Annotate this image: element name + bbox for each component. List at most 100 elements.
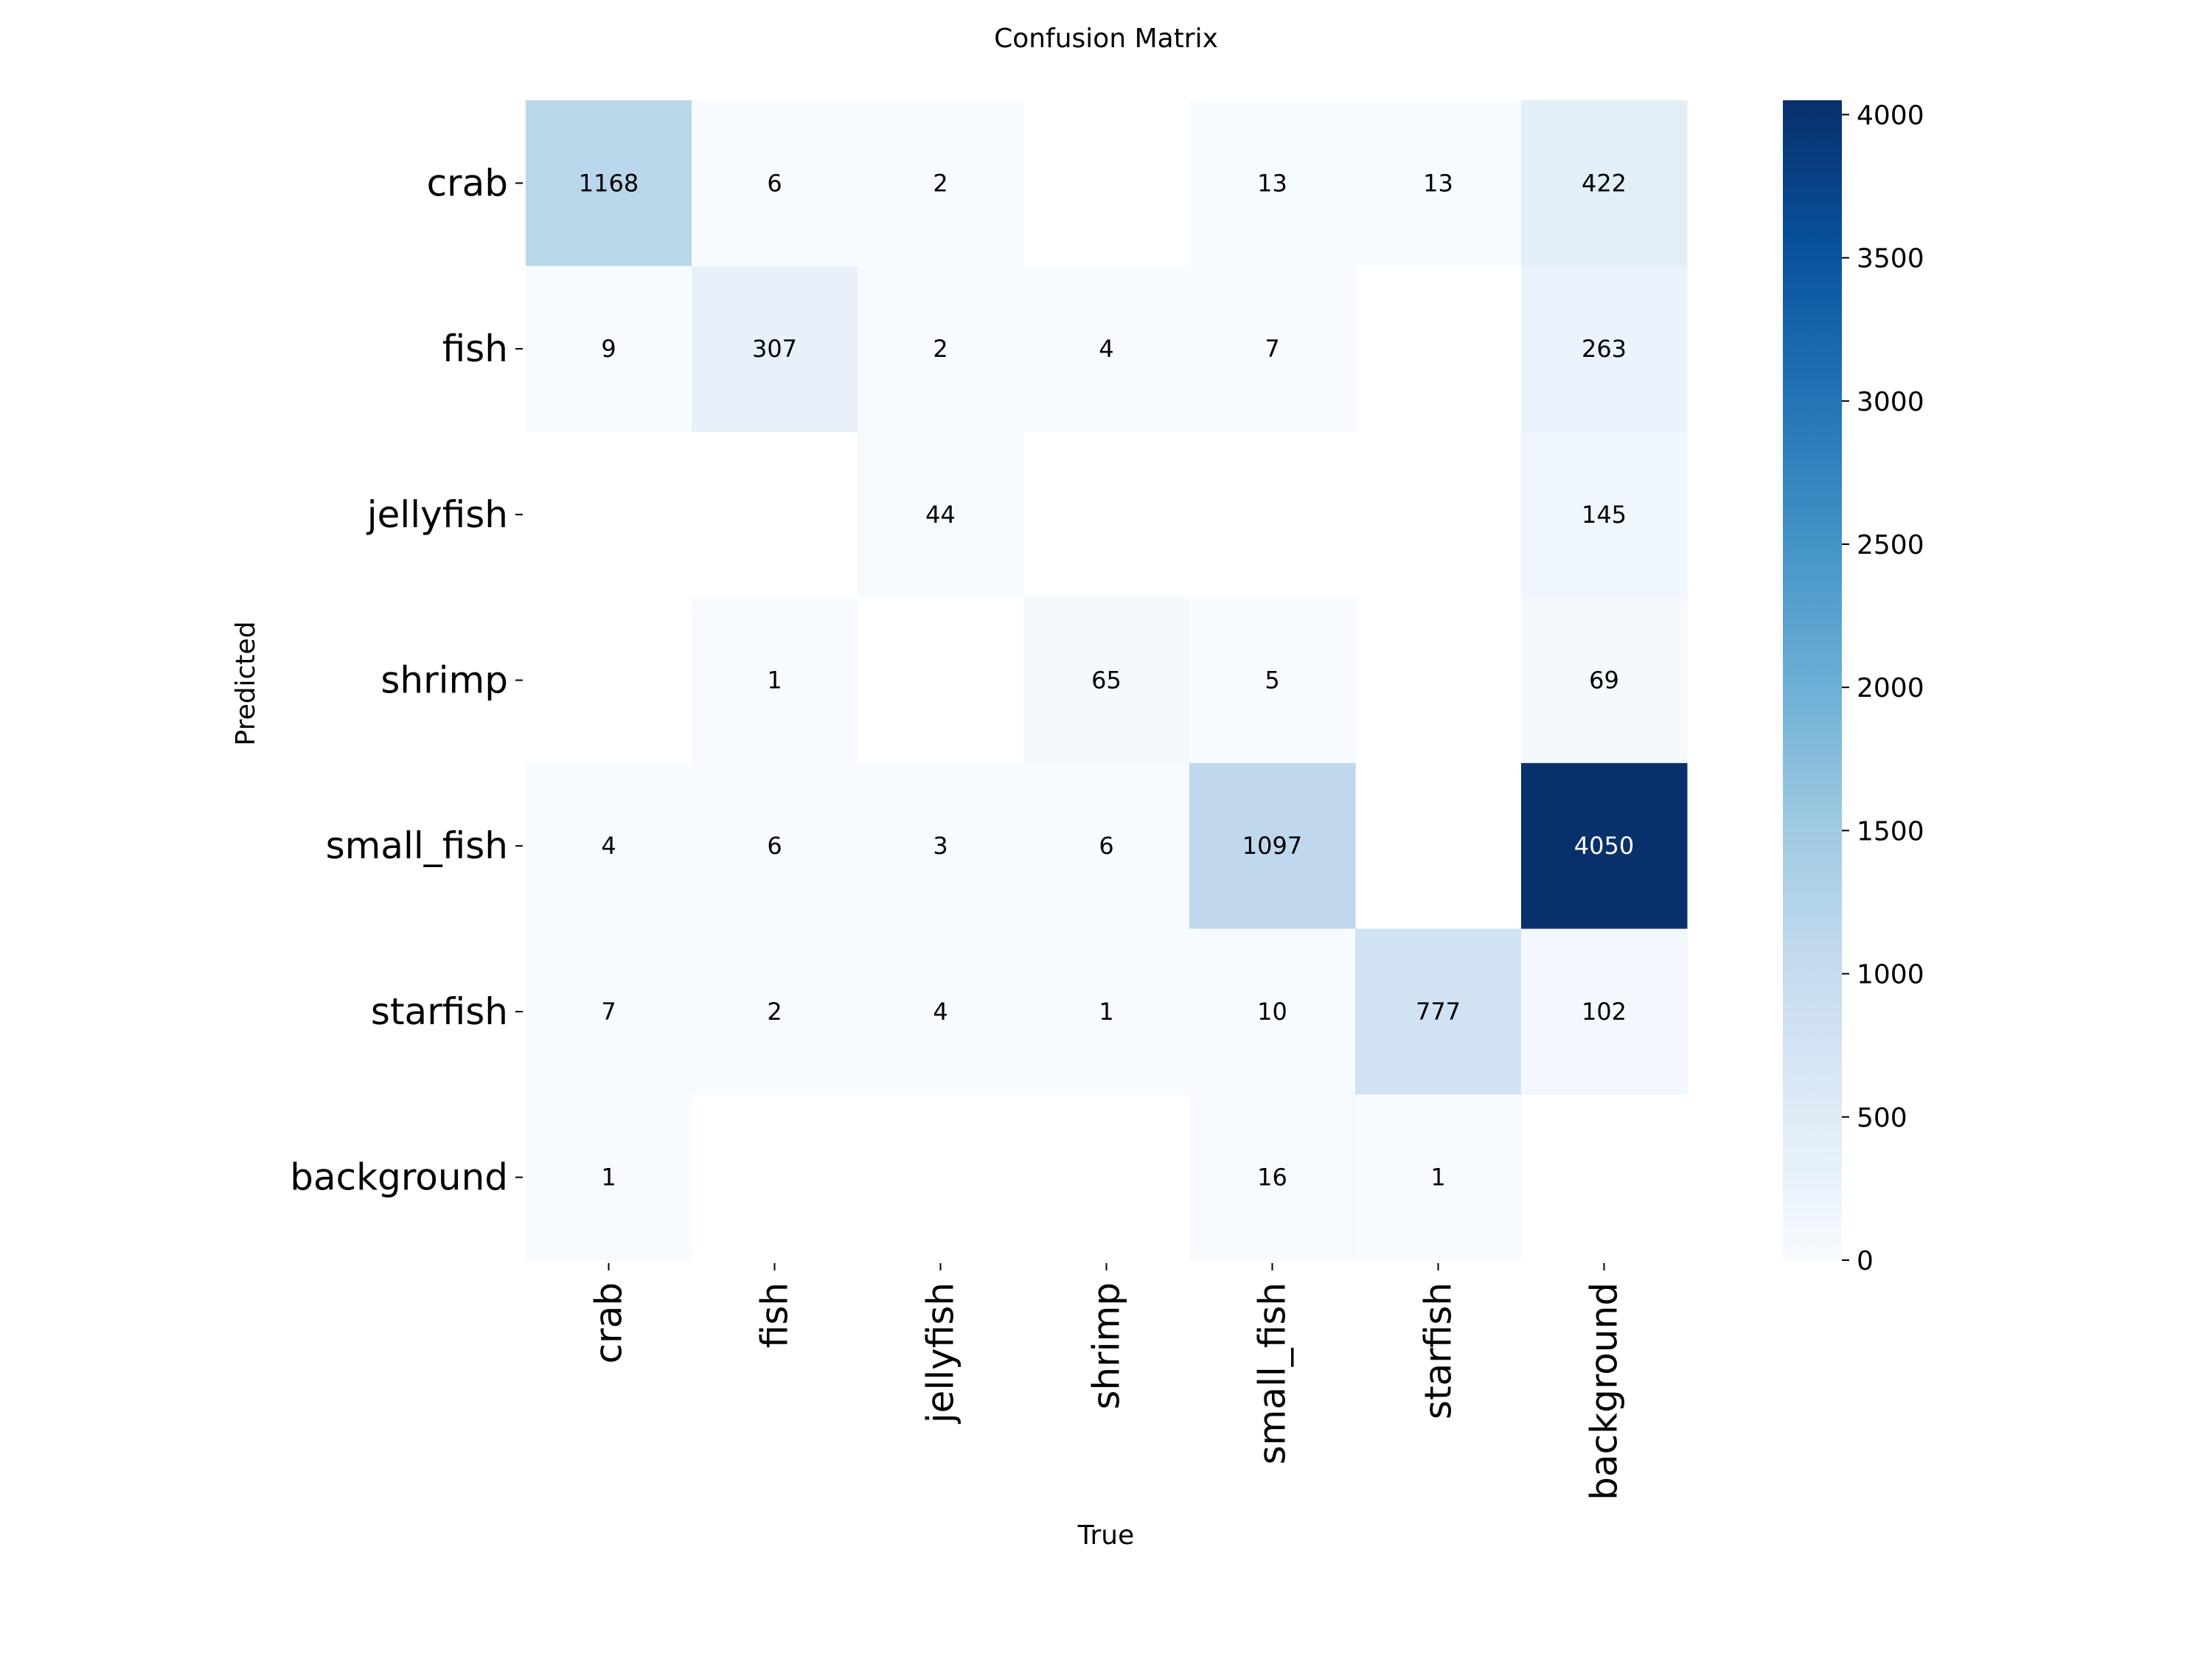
y-axis-label: Predicted (231, 622, 261, 746)
colorbar-tick-label: 2500 (1857, 530, 1924, 560)
cell-value-label: 422 (1582, 169, 1627, 197)
colorbar-tick-label: 2000 (1857, 673, 1924, 703)
cell-value-label: 13 (1257, 169, 1287, 197)
colorbar: 0 500 1000 1500 2000 2500 3000 3500 4000 (1783, 100, 1924, 1276)
heatmap-cell-small_fish-jellyfish (858, 762, 1024, 930)
x-tick-label-small_fish: small_fish (1251, 1282, 1294, 1464)
cell-value-label: 5 (1265, 667, 1279, 695)
heatmap-cell-fish-shrimp (1023, 265, 1190, 432)
y-tick-label-fish: fish (442, 327, 508, 370)
heatmap-cell-fish-background (1521, 265, 1688, 432)
heatmap-cell-crab-jellyfish (858, 100, 1024, 267)
heatmap-cell-starfish-small_fish (1189, 928, 1356, 1095)
heatmap-cell-starfish-shrimp (1023, 928, 1190, 1095)
cell-value-label: 10 (1257, 998, 1287, 1026)
cell-value-label: 65 (1091, 667, 1121, 695)
heatmap-cell-fish-small_fish (1189, 265, 1356, 432)
cell-value-label: 1 (1099, 998, 1113, 1026)
x-tick-label-fish: fish (754, 1282, 796, 1348)
cell-value-label: 4 (933, 998, 947, 1026)
x-tick-label-shrimp: shrimp (1085, 1282, 1128, 1410)
cell-value-label: 3 (933, 832, 947, 860)
heatmap-cell-starfish-background (1521, 928, 1688, 1095)
heatmap-cell-fish-crab (526, 265, 692, 432)
heatmap-cell-crab-starfish (1355, 100, 1522, 267)
heatmap-cell-small_fish-fish (692, 762, 858, 930)
heatmap-cell-starfish-fish (692, 928, 858, 1095)
y-tick-label-small_fish: small_fish (326, 824, 508, 867)
colorbar-tick-label: 4000 (1857, 100, 1924, 131)
cell-value-label: 307 (752, 335, 797, 363)
x-tick-label-jellyfish: jellyfish (919, 1282, 962, 1424)
colorbar-tick-label: 1500 (1857, 816, 1924, 846)
colorbar-tick-label: 0 (1857, 1246, 1874, 1276)
heatmap-cell-fish-jellyfish (858, 265, 1024, 432)
x-tick-label-crab: crab (588, 1282, 630, 1363)
x-tick-label-starfish: starfish (1417, 1282, 1460, 1419)
heatmap-cell-crab-background (1521, 100, 1688, 267)
cell-value-label: 13 (1423, 169, 1453, 197)
cell-value-label: 7 (1265, 335, 1279, 363)
cell-value-label: 6 (1099, 832, 1113, 860)
heatmap-cell-background-small_fish (1189, 1094, 1356, 1261)
x-axis-label: True (1077, 1520, 1134, 1551)
heatmap-cells (526, 100, 1688, 1261)
heatmap-cell-jellyfish-background (1521, 431, 1688, 598)
heatmap-cell-labels: 1168 6 2 13 13 422 9 307 2 4 7 263 44 145 1 65 5 69 4 6 3 6 10… (579, 169, 1634, 1191)
heatmap-cell-starfish-jellyfish (858, 928, 1024, 1095)
cell-value-label: 2 (933, 335, 947, 363)
cell-value-label: 4050 (1574, 832, 1634, 860)
cell-value-label: 263 (1582, 335, 1627, 363)
x-axis-ticks: crab fish jellyfish shrimp small_fish starfis… (588, 1263, 1626, 1501)
cell-value-label: 1 (1430, 1164, 1445, 1192)
heatmap-cell-small_fish-crab (526, 762, 692, 930)
chart-title: Confusion Matrix (994, 24, 1218, 54)
heatmap-cell-background-starfish (1355, 1094, 1522, 1261)
heatmap-cell-shrimp-shrimp (1023, 597, 1190, 764)
cell-value-label: 102 (1582, 998, 1627, 1026)
cell-value-label: 7 (601, 998, 616, 1026)
heatmap-cell-shrimp-small_fish (1189, 597, 1356, 764)
cell-value-label: 1097 (1242, 832, 1302, 860)
cell-value-label: 16 (1257, 1164, 1287, 1192)
colorbar-tick-label: 3000 (1857, 387, 1924, 417)
cell-value-label: 777 (1416, 998, 1461, 1026)
cell-value-label: 2 (767, 998, 782, 1026)
cell-value-label: 9 (601, 335, 616, 363)
cell-value-label: 4 (601, 832, 616, 860)
cell-value-label: 2 (933, 169, 947, 197)
colorbar-tick-label: 1000 (1857, 960, 1924, 990)
cell-value-label: 1168 (579, 169, 639, 197)
cell-value-label: 145 (1582, 501, 1627, 529)
cell-value-label: 44 (925, 501, 956, 529)
colorbar-ticks: 0 500 1000 1500 2000 2500 3000 3500 4000 (1842, 100, 1924, 1276)
heatmap-cell-fish-fish (692, 265, 858, 432)
heatmap-cell-crab-small_fish (1189, 100, 1356, 267)
heatmap-cell-jellyfish-jellyfish (858, 431, 1024, 598)
heatmap-cell-small_fish-background (1521, 762, 1688, 930)
cell-value-label: 6 (767, 169, 782, 197)
cell-value-label: 69 (1589, 667, 1619, 695)
x-tick-label-background: background (1583, 1282, 1626, 1501)
cell-value-label: 1 (601, 1164, 616, 1192)
heatmap-cell-crab-fish (692, 100, 858, 267)
y-tick-label-starfish: starfish (371, 990, 508, 1033)
y-tick-label-shrimp: shrimp (380, 659, 508, 702)
y-tick-label-crab: crab (427, 161, 508, 204)
cell-value-label: 4 (1099, 335, 1113, 363)
colorbar-tick-label: 3500 (1857, 244, 1924, 274)
heatmap-cell-shrimp-background (1521, 597, 1688, 764)
heatmap-cell-background-crab (526, 1094, 692, 1261)
heatmap-cell-crab-crab (526, 100, 692, 267)
y-axis-ticks: crab fish jellyfish shrimp small_fishstarfis… (290, 161, 523, 1199)
heatmap-cell-starfish-starfish (1355, 928, 1522, 1095)
heatmap-cell-starfish-crab (526, 928, 692, 1095)
heatmap-cell-small_fish-small_fish (1189, 762, 1356, 930)
y-tick-label-jellyfish: jellyfish (366, 493, 508, 536)
y-tick-label-background: background (290, 1156, 508, 1199)
cell-value-label: 6 (767, 832, 782, 860)
heatmap-cell-shrimp-fish (692, 597, 858, 764)
cell-value-label: 1 (767, 667, 782, 695)
